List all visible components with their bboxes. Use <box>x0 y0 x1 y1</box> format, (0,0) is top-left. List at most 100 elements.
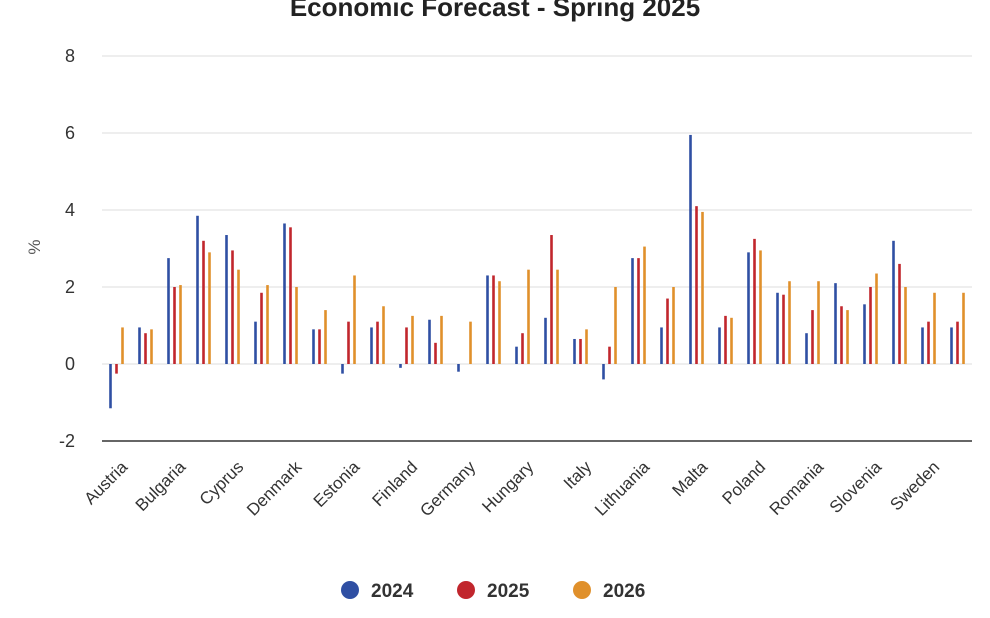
bar-2025-15 <box>550 235 553 364</box>
bar-2024-10 <box>399 364 402 368</box>
x-tick-label: Poland <box>718 457 769 508</box>
legend-label: 2026 <box>603 581 645 602</box>
bar-2025-24 <box>811 310 814 364</box>
bar-2026-10 <box>411 315 414 364</box>
bar-2024-18 <box>631 258 634 364</box>
bar-2025-10 <box>405 327 408 364</box>
x-tick-label: Malta <box>668 457 711 500</box>
bar-2025-14 <box>521 333 524 364</box>
bar-2025-22 <box>753 238 756 364</box>
bar-2026-24 <box>817 281 820 364</box>
legend-marker <box>457 581 475 599</box>
legend[interactable]: 2024 2025 2026 <box>341 581 645 602</box>
bar-2025-21 <box>724 315 727 364</box>
y-tick-label: -2 <box>59 431 75 451</box>
x-tick-label: Denmark <box>243 457 306 520</box>
legend-item-2024[interactable]: 2024 <box>341 581 414 602</box>
bar-2024-5 <box>254 321 257 364</box>
x-tick-label: Slovenia <box>826 457 886 517</box>
bar-2026-23 <box>788 281 791 364</box>
legend-item-2026[interactable]: 2026 <box>573 581 645 602</box>
bar-2024-26 <box>863 304 866 364</box>
bar-2024-15 <box>544 317 547 364</box>
bar-2024-21 <box>718 327 721 364</box>
bar-2025-25 <box>840 306 843 364</box>
legend-item-2025[interactable]: 2025 <box>457 581 530 602</box>
bar-2026-21 <box>730 317 733 364</box>
bar-2024-6 <box>283 223 286 364</box>
bar-2026-7 <box>324 310 327 364</box>
x-tick-label: Finland <box>368 457 421 510</box>
bar-2025-3 <box>202 240 205 364</box>
bar-2026-9 <box>382 306 385 364</box>
y-tick-label: 2 <box>65 277 75 297</box>
legend-marker <box>341 581 359 599</box>
x-tick-label: Sweden <box>886 457 943 514</box>
bar-2026-26 <box>875 273 878 364</box>
bar-2025-8 <box>347 321 350 364</box>
bar-2024-12 <box>457 364 460 372</box>
bar-2024-13 <box>486 275 489 364</box>
bar-2024-1 <box>138 327 141 364</box>
x-tick-label: Romania <box>766 457 828 519</box>
bar-2025-17 <box>608 346 611 364</box>
bar-2025-7 <box>318 329 321 364</box>
bar-2024-16 <box>573 338 576 364</box>
bar-2024-17 <box>602 364 605 380</box>
bar-2026-0 <box>121 327 124 364</box>
bar-2025-26 <box>869 287 872 364</box>
bar-2025-13 <box>492 275 495 364</box>
bar-2024-27 <box>892 240 895 364</box>
bar-2025-28 <box>927 321 930 364</box>
bar-2026-6 <box>295 287 298 364</box>
bar-2026-17 <box>614 287 617 364</box>
bar-2026-13 <box>498 281 501 364</box>
bar-2025-5 <box>260 292 263 364</box>
bar-2026-2 <box>179 285 182 364</box>
bar-2024-20 <box>689 134 692 364</box>
bar-2025-1 <box>144 333 147 364</box>
bar-2026-28 <box>933 292 936 364</box>
y-tick-label: 4 <box>65 200 75 220</box>
x-tick-label: Bulgaria <box>132 457 190 515</box>
bar-2025-18 <box>637 258 640 364</box>
y-tick-label: 0 <box>65 354 75 374</box>
bar-2024-29 <box>950 327 953 364</box>
bar-2024-4 <box>225 235 228 364</box>
bar-2026-19 <box>672 287 675 364</box>
chart-title: Economic Forecast - Spring 2025 <box>289 0 701 22</box>
bar-2026-29 <box>962 292 965 364</box>
bar-2026-11 <box>440 315 443 364</box>
x-tick-label: Lithuania <box>591 457 654 520</box>
y-tick-label: 8 <box>65 46 75 66</box>
bar-2025-29 <box>956 321 959 364</box>
legend-label: 2025 <box>487 581 530 602</box>
bar-2025-9 <box>376 321 379 364</box>
x-tick-label: Italy <box>560 457 596 493</box>
x-tick-label: Austria <box>80 457 131 508</box>
grid-lines <box>102 55 972 365</box>
bar-2025-16 <box>579 338 582 364</box>
bar-2026-5 <box>266 285 269 364</box>
bar-2026-22 <box>759 250 762 364</box>
bar-2025-20 <box>695 206 698 364</box>
x-tick-label: Germany <box>416 457 479 520</box>
bar-2024-7 <box>312 329 315 364</box>
bar-2024-9 <box>370 327 373 364</box>
bar-2024-25 <box>834 283 837 364</box>
bar-2026-20 <box>701 211 704 364</box>
bar-2026-3 <box>208 252 211 364</box>
bar-2026-4 <box>237 269 240 364</box>
x-tick-label: Cyprus <box>196 457 248 509</box>
bar-2024-3 <box>196 215 199 364</box>
bar-2026-12 <box>469 321 472 364</box>
bar-2024-2 <box>167 258 170 364</box>
bar-2025-11 <box>434 342 437 364</box>
bar-2025-4 <box>231 250 234 364</box>
bar-2026-1 <box>150 329 153 364</box>
bar-2024-19 <box>660 327 663 364</box>
legend-marker <box>573 581 591 599</box>
legend-label: 2024 <box>371 581 414 602</box>
